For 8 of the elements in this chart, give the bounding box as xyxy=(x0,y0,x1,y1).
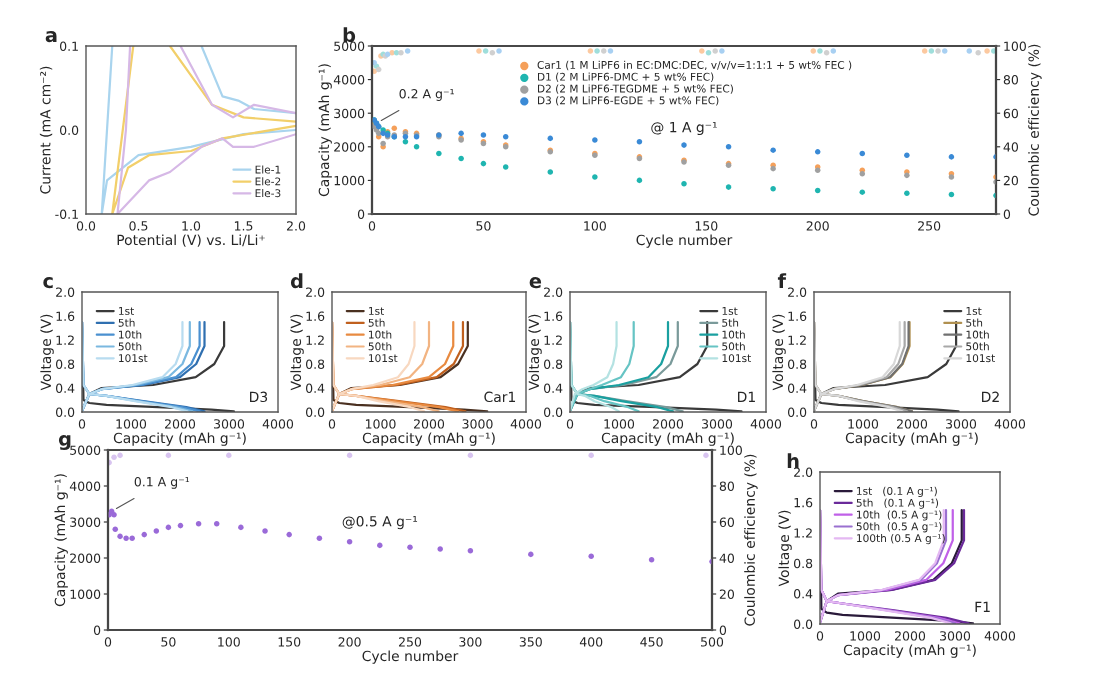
chart-title: f xyxy=(777,273,787,288)
chart-title: h xyxy=(787,453,799,468)
chart-title: a xyxy=(45,31,57,43)
chart-title: d xyxy=(290,273,303,289)
chart-title: e xyxy=(529,277,542,289)
chart-title: b xyxy=(343,27,356,43)
chart-title: g xyxy=(58,434,71,450)
chart-title: c xyxy=(43,277,53,289)
